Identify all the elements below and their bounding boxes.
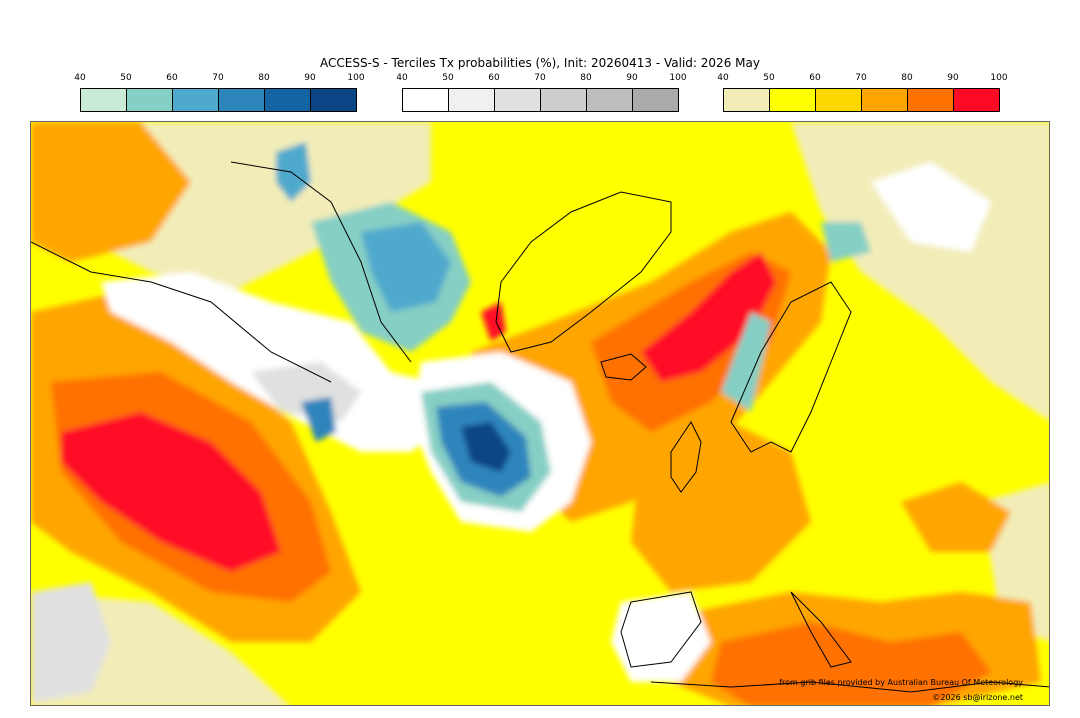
colorbar-ticks-near: 40 50 60 70 80 90 100: [396, 73, 686, 85]
field-red-norwegian-sea: [641, 252, 776, 382]
colorbar-ticks-below: 40 50 60 70 80 90 100: [74, 73, 364, 85]
field-white-arctic-russia: [871, 162, 991, 252]
colorbar-swatch: [633, 89, 678, 111]
field-orange-eastern-europe: [901, 482, 1011, 552]
italy-coast: [790, 591, 852, 668]
great-britain-coast: [670, 421, 702, 493]
colorbar-swatch: [495, 89, 541, 111]
field-blue-kola: [821, 222, 871, 262]
tick-label: 80: [901, 73, 913, 83]
colorbar-below-normal: [80, 88, 357, 112]
tick-label: 40: [74, 73, 86, 83]
field-blue-atlantic-peak: [461, 422, 511, 472]
tick-label: 80: [580, 73, 592, 83]
field-gray-labrador: [251, 362, 361, 422]
colorbar-swatch: [265, 89, 311, 111]
north-africa-coast: [650, 681, 1049, 693]
colorbar-swatch: [173, 89, 219, 111]
field-blue-baffin-core: [361, 222, 451, 312]
tick-label: 60: [488, 73, 500, 83]
colorbar-swatch: [862, 89, 908, 111]
field-orange-far-north: [31, 122, 191, 262]
field-blue-small-patch: [301, 397, 336, 442]
iceland-coast: [600, 353, 647, 381]
colorbar-ticks-above: 40 50 60 70 80 90 100: [717, 73, 1007, 85]
iberia-coast: [620, 591, 702, 668]
tick-label: 50: [442, 73, 454, 83]
scandinavia-coast: [730, 281, 852, 453]
colorbar-swatch: [724, 89, 770, 111]
coastlines: [31, 161, 1049, 693]
tick-label: 90: [304, 73, 316, 83]
tick-label: 50: [763, 73, 775, 83]
colorbar-swatch: [81, 89, 127, 111]
tick-label: 100: [669, 73, 687, 83]
tick-label: 50: [120, 73, 132, 83]
tick-label: 80: [258, 73, 270, 83]
colorbar-swatch: [127, 89, 173, 111]
tick-label: 60: [166, 73, 178, 83]
colorbar-swatch: [541, 89, 587, 111]
field-gray-southwest: [31, 582, 111, 702]
colorbar-swatch: [908, 89, 954, 111]
tick-label: 40: [717, 73, 729, 83]
map-title: ACCESS-S - Terciles Tx probabilities (%)…: [320, 56, 760, 70]
colorbar-above-normal: [723, 88, 1000, 112]
field-white-labrador: [101, 272, 451, 452]
copyright-credit: ©2026 sb@irizone.net: [932, 693, 1023, 702]
field-pale-northeast: [791, 122, 1049, 421]
field-orange-north-sea: [631, 422, 811, 592]
field-blue-scandinavia: [721, 312, 771, 412]
field-red-greenland-coast: [481, 302, 506, 342]
tick-label: 100: [347, 73, 365, 83]
map-canvas: [31, 122, 1049, 705]
data-source-credit: from grib files provided by Australian B…: [779, 678, 1023, 687]
north-america-coast: [31, 241, 332, 383]
colorbar-swatch: [587, 89, 633, 111]
canadian-arctic-coast: [230, 161, 412, 363]
colorbar-swatch: [816, 89, 862, 111]
colorbar-swatch: [311, 89, 356, 111]
colorbar-swatch: [770, 89, 816, 111]
colorbar-swatch: [219, 89, 265, 111]
tick-label: 40: [396, 73, 408, 83]
tick-label: 100: [990, 73, 1008, 83]
field-white-iberia: [611, 592, 711, 682]
colorbar-swatch: [449, 89, 495, 111]
colorbar-near-normal: [402, 88, 679, 112]
colorbar-swatch: [403, 89, 449, 111]
colorbar-swatch: [954, 89, 999, 111]
probability-map[interactable]: from grib files provided by Australian B…: [30, 121, 1050, 706]
tick-label: 70: [212, 73, 224, 83]
greenland-coast: [495, 191, 672, 353]
field-blue-arctic-islands: [276, 142, 311, 202]
field-red-atlantic: [61, 412, 281, 572]
tick-label: 90: [626, 73, 638, 83]
tick-label: 90: [947, 73, 959, 83]
tick-label: 70: [534, 73, 546, 83]
tick-label: 70: [855, 73, 867, 83]
tick-label: 60: [809, 73, 821, 83]
